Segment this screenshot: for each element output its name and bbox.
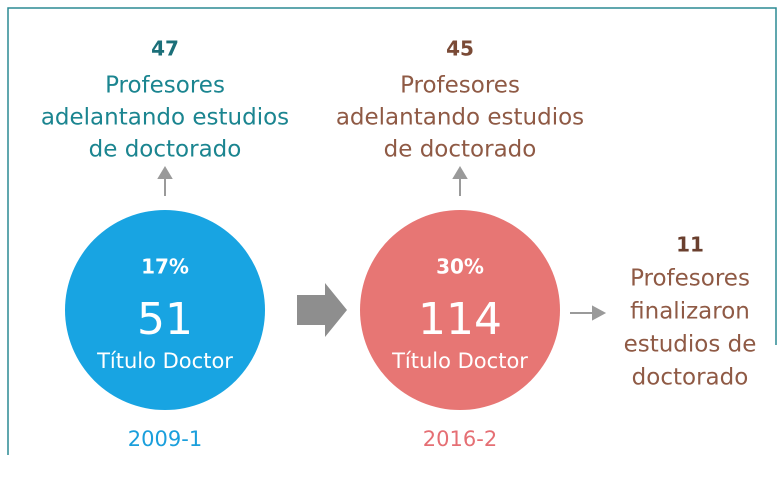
label: Título Doctor (391, 349, 528, 373)
total: 51 (137, 294, 193, 345)
circle (65, 210, 265, 410)
caption: adelantando estudios (336, 105, 584, 131)
percent: 30% (436, 255, 484, 279)
caption: estudios de (624, 332, 757, 358)
caption: Profesores (400, 73, 520, 99)
caption: adelantando estudios (41, 105, 289, 131)
frame (7, 7, 777, 455)
circle (360, 210, 560, 410)
percent: 17% (141, 255, 189, 279)
caption: finalizaron (630, 299, 750, 325)
count: 45 (446, 37, 474, 61)
count: 11 (676, 233, 704, 257)
total: 114 (418, 294, 502, 345)
caption: doctorado (632, 365, 749, 391)
caption: Profesores (105, 73, 225, 99)
caption: Profesores (630, 266, 750, 292)
big-arrow (297, 283, 347, 337)
caption: de doctorado (384, 137, 537, 163)
period: 2009-1 (128, 427, 202, 451)
caption: de doctorado (89, 137, 242, 163)
count: 47 (151, 37, 179, 61)
label: Título Doctor (96, 349, 233, 373)
small-arrows (157, 166, 607, 321)
period: 2016-2 (423, 427, 497, 451)
